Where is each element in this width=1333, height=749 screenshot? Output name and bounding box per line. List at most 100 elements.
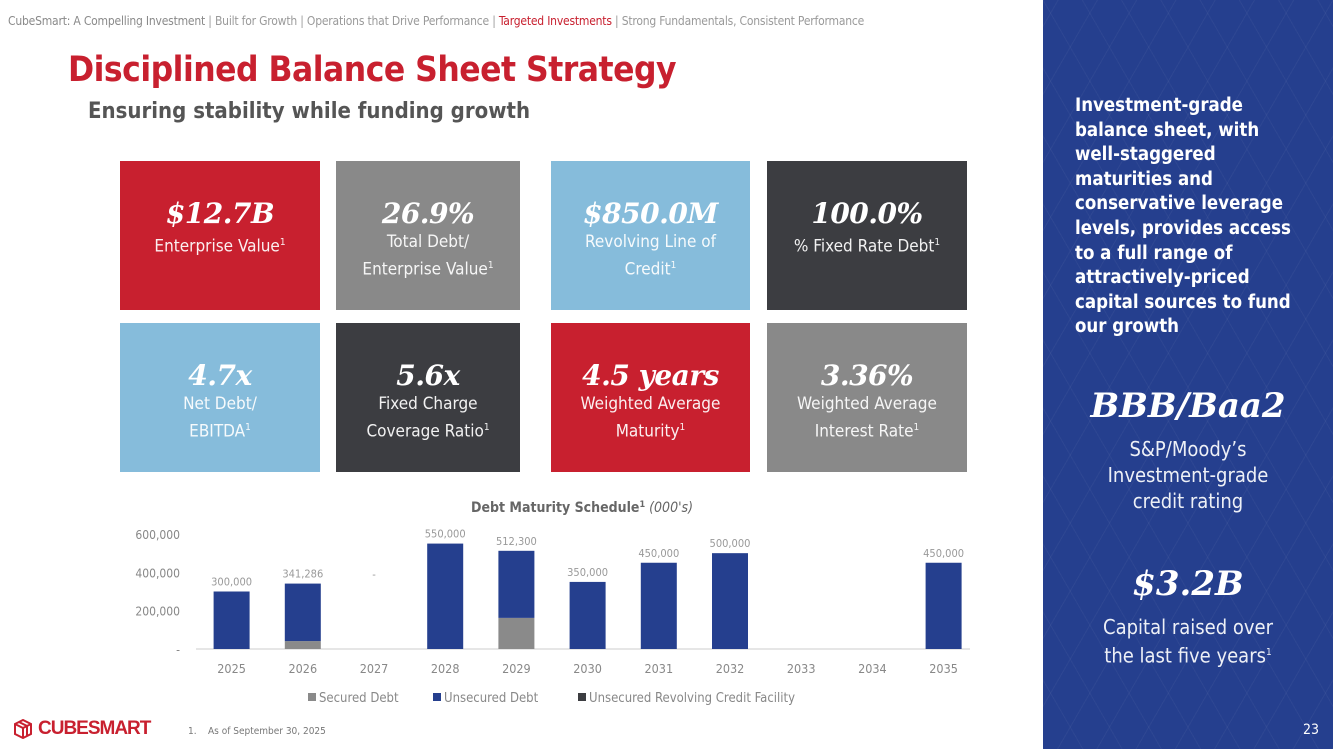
- metric-value: 26.9%: [381, 197, 475, 230]
- metric-label: Weighted Average: [551, 393, 750, 416]
- bar-secured-debt: [284, 641, 321, 649]
- metric-tile: $12.7B Enterprise Value1: [120, 161, 320, 310]
- logo-text: CUBESMART: [38, 718, 151, 739]
- rating-line: Investment-grade: [1107, 463, 1269, 487]
- metric-label: Fixed Charge: [336, 393, 520, 416]
- x-tick-label: 2034: [858, 661, 887, 676]
- metric-label: Revolving Line of: [551, 231, 750, 254]
- metric-label-text: Net Debt/: [183, 394, 257, 414]
- footnote-mark: 1: [913, 422, 920, 433]
- credit-rating: BBB/Baa2: [1090, 386, 1286, 426]
- nav-separator: |: [611, 14, 622, 28]
- footnote-mark: 1: [934, 237, 941, 248]
- legend-swatch: [578, 693, 586, 701]
- nav-separator: |: [488, 14, 499, 28]
- chart-title: Debt Maturity Schedule1 (000's): [471, 500, 693, 516]
- metric-label-text: Total Debt/: [386, 232, 470, 252]
- metric-label: Interest Rate1: [767, 416, 967, 444]
- x-tick-label: 2028: [431, 661, 460, 676]
- nav-item[interactable]: Built for Growth: [214, 14, 297, 28]
- debt-maturity-chart: Debt Maturity Schedule1 (000's) - 200,000 40…: [135, 500, 970, 706]
- metric-tile: 100.0% % Fixed Rate Debt1: [767, 161, 967, 310]
- data-label: 512,300: [496, 535, 537, 548]
- data-label: -: [372, 568, 376, 581]
- x-tick-label: 2025: [217, 661, 246, 676]
- metric-label-text: Enterprise Value: [362, 259, 488, 280]
- credit-rating-desc: S&P/Moody’s Investment-grade credit rati…: [1043, 436, 1333, 514]
- data-label: 450,000: [638, 547, 679, 560]
- x-tick-label: 2035: [929, 661, 958, 676]
- data-label: 300,000: [211, 576, 252, 589]
- metric-label: Enterprise Value1: [120, 231, 320, 259]
- bar-unsecured-debt: [640, 562, 677, 649]
- page-subtitle: Ensuring stability while funding growth: [88, 99, 531, 124]
- metric-value: 5.6x: [396, 359, 460, 392]
- metric-label-text: Coverage Ratio: [366, 421, 484, 442]
- metric-label: Total Debt/: [336, 231, 520, 254]
- nav-item[interactable]: Strong Fundamentals, Consistent Performa…: [621, 14, 865, 28]
- metric-tile: 4.7x Net Debt/EBITDA1: [120, 323, 320, 472]
- x-tick-label: 2033: [787, 661, 816, 676]
- metric-label-text: Fixed Charge: [378, 394, 478, 414]
- bar-secured-debt: [498, 617, 535, 649]
- bar-unsecured-debt: [284, 583, 321, 642]
- metric-label: Net Debt/: [120, 393, 320, 416]
- page-number: 23: [1302, 722, 1319, 738]
- metric-label: Coverage Ratio1: [336, 416, 520, 444]
- metric-tile: 3.36% Weighted Average Interest Rate1: [767, 323, 967, 472]
- legend-label: Unsecured Debt: [444, 691, 539, 706]
- metric-label-text: Weighted Average: [580, 394, 721, 414]
- footnote: 1. As of September 30, 2025: [188, 726, 326, 737]
- legend-label: Secured Debt: [319, 691, 399, 706]
- data-label: 350,000: [567, 566, 608, 579]
- metric-value: 4.7x: [188, 359, 252, 392]
- legend-swatch: [308, 693, 316, 701]
- page-title: Disciplined Balance Sheet Strategy: [68, 50, 677, 90]
- metric-label-text: EBITDA: [189, 421, 246, 442]
- footnote-mark: 1: [245, 422, 251, 433]
- metric-value: $12.7B: [165, 197, 275, 230]
- footnote-mark: 1: [1265, 647, 1272, 658]
- y-tick-label: 200,000: [135, 605, 180, 619]
- metric-label-text: Interest Rate: [814, 421, 914, 442]
- x-tick-label: 2027: [360, 661, 389, 676]
- metric-label-text: Enterprise Value: [154, 236, 280, 257]
- x-tick-label: 2030: [573, 661, 602, 676]
- bar-unsecured-debt: [925, 562, 962, 649]
- x-tick-label: 2029: [502, 661, 531, 676]
- bar-unsecured-debt: [712, 553, 748, 649]
- y-tick-label: 600,000: [135, 528, 180, 542]
- metric-label-text: Weighted Average: [797, 394, 937, 414]
- x-tick-label: 2026: [288, 661, 317, 676]
- nav-item[interactable]: Targeted Investments: [498, 14, 612, 28]
- metric-value: 4.5 years: [582, 359, 719, 392]
- nav-item[interactable]: Operations that Drive Performance: [306, 14, 489, 28]
- footnote-mark: 1: [679, 422, 686, 433]
- metric-label-text: % Fixed Rate Debt: [793, 236, 935, 257]
- metric-label: EBITDA1: [120, 416, 320, 444]
- metric-value: 100.0%: [811, 197, 923, 230]
- metric-label-text: Credit: [624, 259, 671, 280]
- footnote-mark: 1: [483, 422, 490, 433]
- footnote-mark: 1: [279, 237, 286, 248]
- metric-label: Enterprise Value1: [336, 254, 520, 282]
- metric-tile: $850.0M Revolving Line of Credit1: [551, 161, 750, 310]
- side-panel: Investment-grade balance sheet, with wel…: [1043, 0, 1333, 749]
- metric-label: Credit1: [551, 254, 750, 282]
- data-label: 550,000: [425, 528, 466, 541]
- bar-unsecured-debt: [498, 550, 535, 618]
- rating-line: credit rating: [1132, 489, 1244, 513]
- footnote-mark: 1: [487, 260, 494, 271]
- metric-label-text: Revolving Line of: [585, 232, 716, 252]
- nav-item[interactable]: CubeSmart: A Compelling Investment: [8, 14, 206, 28]
- legend-label: Unsecured Revolving Credit Facility: [589, 691, 795, 706]
- metric-tile: 4.5 years Weighted Average Maturity1: [551, 323, 750, 472]
- nav-separator: |: [297, 14, 307, 28]
- data-label: 341,286: [282, 568, 323, 581]
- bar-unsecured-debt: [213, 591, 250, 649]
- metric-label: Maturity1: [551, 416, 750, 444]
- metric-tile: 5.6x Fixed Charge Coverage Ratio1: [336, 323, 520, 472]
- y-tick-label: -: [176, 643, 180, 657]
- bar-unsecured-debt: [569, 581, 606, 649]
- metric-label-text: Maturity: [615, 421, 680, 442]
